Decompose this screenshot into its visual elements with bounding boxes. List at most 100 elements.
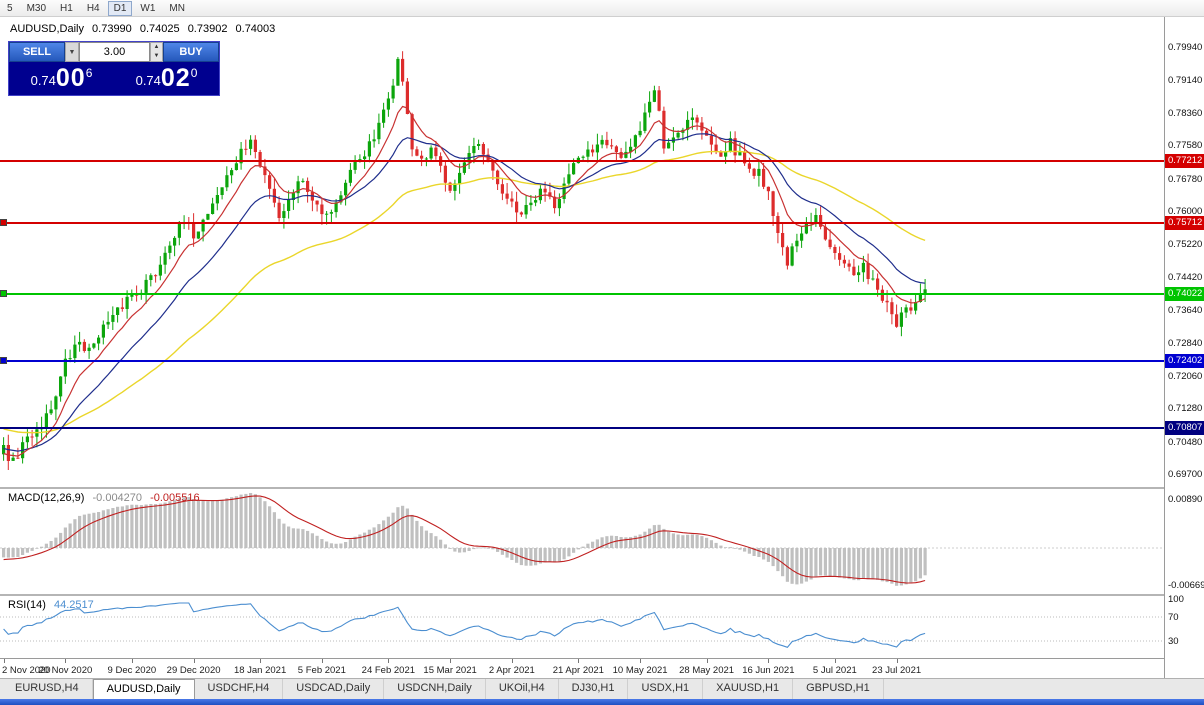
time-axis-tick xyxy=(640,659,642,663)
buy-price-display[interactable]: 0.74 02 0 xyxy=(114,62,219,95)
taskbar-edge xyxy=(0,699,1204,705)
date-axis-label: 20 Nov 2020 xyxy=(38,665,93,676)
time-axis-tick xyxy=(706,659,708,663)
rsi-canvas[interactable] xyxy=(0,596,1164,658)
level-line-0.70807[interactable] xyxy=(0,426,1164,429)
time-axis-tick xyxy=(578,659,580,663)
level-line-0.72402[interactable] xyxy=(0,360,1164,363)
price-axis-label: 0.77580 xyxy=(1168,140,1203,152)
chart-tab-list: EURUSD,H4 AUDUSD,Daily USDCHF,H4 USDCAD,Dai… xyxy=(2,679,884,699)
panel-separator[interactable] xyxy=(0,487,1204,489)
chart-tab-eurusd-h4[interactable]: EURUSD,H4 xyxy=(2,679,93,699)
chart-tab-xauusd-h1[interactable]: XAUUSD,H1 xyxy=(703,679,794,699)
timeframe-button-5[interactable]: 5 xyxy=(7,2,13,14)
chart-tab-dj30-h1[interactable]: DJ30,H1 xyxy=(559,679,629,699)
chart-tab-usdchf-h4[interactable]: USDCHF,H4 xyxy=(195,679,284,699)
price-axis-label: 0.72060 xyxy=(1168,370,1203,382)
level-anchor-marker[interactable] xyxy=(0,357,7,365)
volume-down-icon[interactable]: ▼ xyxy=(153,53,160,59)
timeframe-toolbar: 5 M30 H1 H4 D1 W1 MN xyxy=(0,0,1204,17)
date-axis-label: 18 Jan 2021 xyxy=(233,665,287,676)
level-anchor-marker[interactable] xyxy=(0,289,7,297)
date-axis-label: 16 Jun 2021 xyxy=(742,665,795,676)
price-axis-label: 0.75220 xyxy=(1168,238,1203,250)
chart-tab-gbpusd-h1[interactable]: GBPUSD,H1 xyxy=(793,679,884,699)
chart-tab-usdx-h1[interactable]: USDX,H1 xyxy=(628,679,704,699)
volume-stepper: ▲ ▼ xyxy=(150,42,163,62)
price-tag-0.75712: 0.75712 xyxy=(1165,216,1204,231)
date-axis-label: 23 Jul 2021 xyxy=(872,665,922,676)
level-line-0.75712[interactable] xyxy=(0,222,1164,225)
chart-tab-ukoil-h4[interactable]: UKOil,H4 xyxy=(486,679,559,699)
chart-tab-bar: EURUSD,H4 AUDUSD,Daily USDCHF,H4 USDCAD,Dai… xyxy=(0,678,1204,699)
candlestick-canvas[interactable] xyxy=(0,17,1164,487)
volume-dropdown-icon[interactable]: ▼ xyxy=(65,42,79,62)
chart-tab-audusd-daily[interactable]: AUDUSD,Daily xyxy=(92,679,195,699)
time-axis-tick xyxy=(3,659,5,663)
date-axis-label: 28 May 2021 xyxy=(679,665,735,676)
timeframe-button-mn[interactable]: MN xyxy=(169,2,185,14)
volume-up-icon[interactable]: ▲ xyxy=(153,44,160,50)
sell-price-point: 6 xyxy=(85,66,93,80)
time-axis-tick xyxy=(131,659,133,663)
sell-price-display[interactable]: 0.74 00 6 xyxy=(9,62,114,95)
macd-axis-label: 0.00890 xyxy=(1168,493,1203,505)
price-axis-label: 0.74420 xyxy=(1168,272,1203,284)
macd-canvas[interactable] xyxy=(0,489,1164,594)
date-axis-label: 24 Feb 2021 xyxy=(361,665,416,676)
rsi-panel[interactable]: RSI(14) 44.2517 xyxy=(0,596,1164,658)
chart-tab-usdcad-daily[interactable]: USDCAD,Daily xyxy=(283,679,385,699)
time-axis[interactable]: 2 Nov 2020 20 Nov 2020 9 Dec 2020 29 Dec 20… xyxy=(0,659,1164,678)
date-axis-label: 9 Dec 2020 xyxy=(107,665,157,676)
price-tag-0.70807: 0.70807 xyxy=(1165,420,1204,435)
panel-separator[interactable] xyxy=(0,594,1204,596)
time-axis-tick xyxy=(388,659,390,663)
sell-price-pips: 00 xyxy=(55,64,86,92)
macd-name: MACD(12,26,9) xyxy=(8,492,85,504)
price-axis-label: 0.78360 xyxy=(1168,107,1203,119)
timeframe-button-h4[interactable]: H4 xyxy=(86,2,100,14)
price-axis-label: 0.69700 xyxy=(1168,469,1203,481)
timeframe-button-h1[interactable]: H1 xyxy=(60,2,73,14)
price-axis-label: 0.71280 xyxy=(1168,403,1203,415)
rsi-value: 44.2517 xyxy=(53,599,94,611)
rsi-axis-label: 70 xyxy=(1168,612,1179,623)
date-axis-label: 5 Feb 2021 xyxy=(297,665,346,676)
price-axis-label: 0.79140 xyxy=(1168,75,1203,87)
time-axis-tick xyxy=(193,659,195,663)
sell-button[interactable]: SELL xyxy=(9,42,65,62)
macd-panel[interactable]: MACD(12,26,9) -0.004270 -0.005516 xyxy=(0,489,1164,594)
rsi-indicator-label: RSI(14) 44.2517 xyxy=(8,599,99,611)
price-axis[interactable]: 0.79940 0.79140 0.78360 0.77580 0.76780 0.760… xyxy=(1164,17,1204,678)
timeframe-button-d1[interactable]: D1 xyxy=(107,0,133,16)
price-chart-panel[interactable]: AUDUSD,Daily 0.73990 0.74025 0.73902 0.7… xyxy=(0,17,1164,487)
timeframe-button-m30[interactable]: M30 xyxy=(26,2,47,14)
level-anchor-marker[interactable] xyxy=(0,219,7,227)
chart-symbol-label: AUDUSD,Daily xyxy=(10,23,84,35)
chart-ohlc-readout: AUDUSD,Daily 0.73990 0.74025 0.73902 0.7… xyxy=(10,23,280,35)
price-tag-0.74022: 0.74022 xyxy=(1165,286,1204,301)
date-axis-label: 2 Nov 2020 xyxy=(2,665,51,676)
macd-indicator-label: MACD(12,26,9) -0.004270 -0.005516 xyxy=(8,492,205,504)
sell-price-major: 0.74 xyxy=(30,73,56,88)
time-axis-tick xyxy=(768,659,770,663)
level-line-0.74022[interactable] xyxy=(0,292,1164,295)
time-axis-tick xyxy=(511,659,513,663)
time-axis-tick xyxy=(896,659,898,663)
price-axis-label: 0.72840 xyxy=(1168,338,1203,350)
buy-button[interactable]: BUY xyxy=(163,42,219,62)
volume-input[interactable]: 3.00 xyxy=(79,42,150,62)
level-line-0.77212[interactable] xyxy=(0,159,1164,162)
ohlc-low: 0.73902 xyxy=(187,23,228,35)
price-axis-label: 0.76780 xyxy=(1168,173,1203,185)
macd-signal-value: -0.005516 xyxy=(150,492,200,504)
one-click-trading-widget: SELL ▼ 3.00 ▲ ▼ BUY 0.74 00 6 0.74 02 0 xyxy=(8,41,220,96)
buy-price-point: 0 xyxy=(190,66,198,80)
chart-tab-usdcnh-daily[interactable]: USDCNH,Daily xyxy=(384,679,486,699)
price-axis-label: 0.79940 xyxy=(1168,42,1203,54)
rsi-axis-label: 30 xyxy=(1168,636,1179,647)
buy-price-major: 0.74 xyxy=(135,73,161,88)
ohlc-high: 0.74025 xyxy=(139,23,180,35)
timeframe-button-w1[interactable]: W1 xyxy=(140,2,156,14)
